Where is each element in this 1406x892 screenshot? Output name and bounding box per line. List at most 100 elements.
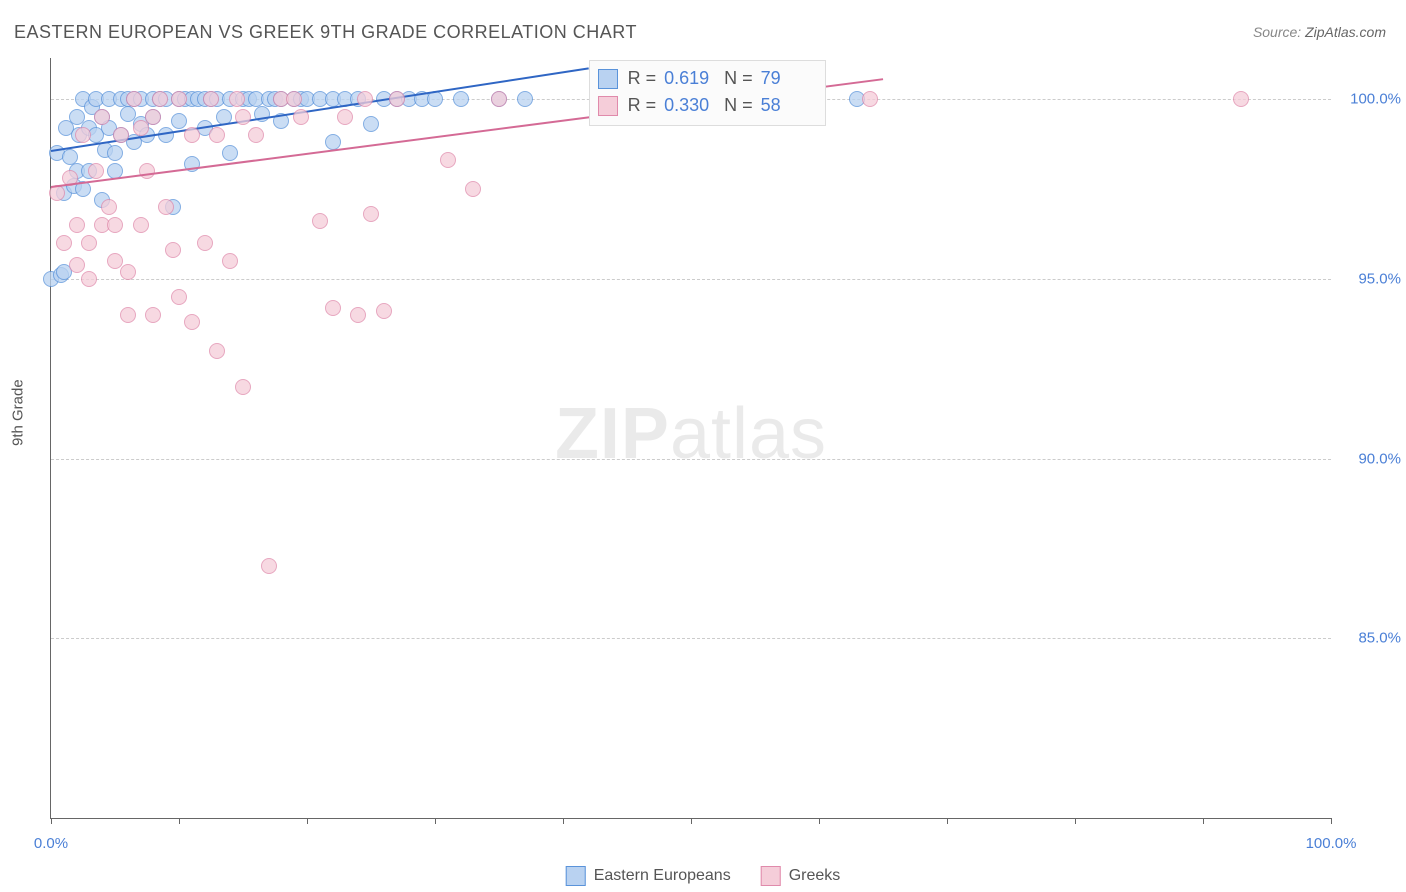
- stats-row: R = 0.619 N = 79: [598, 65, 813, 92]
- x-tick-mark: [691, 818, 692, 824]
- data-point: [209, 343, 225, 359]
- data-point: [165, 242, 181, 258]
- data-point: [465, 181, 481, 197]
- data-point: [312, 213, 328, 229]
- data-point: [69, 257, 85, 273]
- gridline: [51, 279, 1331, 280]
- data-point: [126, 91, 142, 107]
- data-point: [81, 235, 97, 251]
- data-point: [517, 91, 533, 107]
- x-tick-mark: [435, 818, 436, 824]
- data-point: [197, 235, 213, 251]
- data-point: [235, 109, 251, 125]
- gridline: [51, 638, 1331, 639]
- y-axis-label: 9th Grade: [10, 379, 27, 446]
- data-point: [171, 113, 187, 129]
- data-point: [88, 163, 104, 179]
- data-point: [357, 91, 373, 107]
- source-value: ZipAtlas.com: [1305, 24, 1386, 40]
- x-tick-mark: [819, 818, 820, 824]
- x-tick-label: 0.0%: [34, 835, 68, 852]
- data-point: [113, 127, 129, 143]
- watermark: ZIPatlas: [555, 393, 827, 475]
- x-tick-mark: [1075, 818, 1076, 824]
- legend-item-eastern: Eastern Europeans: [566, 866, 731, 886]
- data-point: [862, 91, 878, 107]
- correlation-stats-box: R = 0.619 N = 79 R = 0.330 N = 58: [589, 60, 826, 126]
- data-point: [222, 145, 238, 161]
- x-tick-mark: [307, 818, 308, 824]
- data-point: [337, 109, 353, 125]
- y-tick-label: 85.0%: [1341, 630, 1401, 647]
- data-point: [248, 127, 264, 143]
- data-point: [261, 558, 277, 574]
- data-point: [75, 127, 91, 143]
- data-point: [145, 109, 161, 125]
- source-attribution: Source: ZipAtlas.com: [1253, 24, 1386, 40]
- data-point: [222, 253, 238, 269]
- data-point: [203, 91, 219, 107]
- data-point: [376, 303, 392, 319]
- watermark-rest: atlas: [670, 394, 827, 474]
- legend-swatch-eastern: [566, 866, 586, 886]
- data-point: [229, 91, 245, 107]
- stats-swatch: [598, 96, 618, 116]
- x-tick-mark: [563, 818, 564, 824]
- legend-swatch-greek: [761, 866, 781, 886]
- data-point: [139, 163, 155, 179]
- data-point: [158, 127, 174, 143]
- stats-r-label: R =: [628, 65, 657, 92]
- data-point: [389, 91, 405, 107]
- stats-r-value: 0.619: [664, 65, 716, 92]
- stats-row: R = 0.330 N = 58: [598, 92, 813, 119]
- x-tick-label: 100.0%: [1306, 835, 1357, 852]
- data-point: [171, 91, 187, 107]
- data-point: [184, 314, 200, 330]
- x-tick-mark: [179, 818, 180, 824]
- watermark-bold: ZIP: [555, 394, 670, 474]
- data-point: [69, 217, 85, 233]
- data-point: [453, 91, 469, 107]
- data-point: [120, 307, 136, 323]
- data-point: [107, 217, 123, 233]
- scatter-plot-area: ZIPatlas 85.0%90.0%95.0%100.0%0.0%100.0%…: [50, 58, 1331, 819]
- data-point: [1233, 91, 1249, 107]
- source-label: Source:: [1253, 24, 1305, 40]
- chart-title: EASTERN EUROPEAN VS GREEK 9TH GRADE CORR…: [14, 22, 637, 43]
- data-point: [286, 91, 302, 107]
- x-tick-mark: [947, 818, 948, 824]
- data-point: [171, 289, 187, 305]
- stats-n-value: 58: [761, 92, 813, 119]
- data-point: [363, 206, 379, 222]
- x-tick-mark: [51, 818, 52, 824]
- legend-label-eastern: Eastern Europeans: [594, 867, 731, 884]
- data-point: [107, 145, 123, 161]
- data-point: [133, 120, 149, 136]
- stats-n-label: N =: [724, 92, 753, 119]
- stats-swatch: [598, 69, 618, 89]
- legend-label-greek: Greeks: [789, 867, 841, 884]
- data-point: [235, 379, 251, 395]
- data-point: [350, 307, 366, 323]
- data-point: [491, 91, 507, 107]
- legend-item-greek: Greeks: [761, 866, 841, 886]
- data-point: [101, 199, 117, 215]
- y-tick-label: 95.0%: [1341, 270, 1401, 287]
- stats-r-label: R =: [628, 92, 657, 119]
- stats-r-value: 0.330: [664, 92, 716, 119]
- gridline: [51, 459, 1331, 460]
- data-point: [363, 116, 379, 132]
- stats-n-label: N =: [724, 65, 753, 92]
- data-point: [94, 109, 110, 125]
- data-point: [158, 199, 174, 215]
- x-tick-mark: [1331, 818, 1332, 824]
- data-point: [184, 127, 200, 143]
- stats-n-value: 79: [761, 65, 813, 92]
- data-point: [56, 235, 72, 251]
- data-point: [209, 127, 225, 143]
- y-tick-label: 100.0%: [1341, 91, 1401, 108]
- data-point: [293, 109, 309, 125]
- x-tick-mark: [1203, 818, 1204, 824]
- data-point: [152, 91, 168, 107]
- data-point: [325, 300, 341, 316]
